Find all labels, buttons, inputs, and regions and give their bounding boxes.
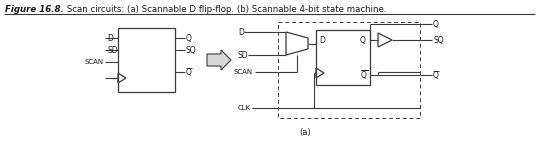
Text: D: D	[319, 36, 325, 44]
Text: $\overline{\rm Q}$: $\overline{\rm Q}$	[360, 68, 368, 81]
Text: Q: Q	[186, 67, 192, 76]
Text: (a): (a)	[299, 127, 311, 136]
Text: Q: Q	[360, 36, 366, 44]
Text: Q: Q	[433, 20, 439, 29]
Text: SCAN: SCAN	[233, 69, 252, 75]
Bar	[278, 22, 420, 118]
Text: SQ: SQ	[186, 45, 197, 54]
Text: SQ: SQ	[433, 36, 444, 44]
Text: Q: Q	[433, 70, 439, 79]
Text: CLK: CLK	[238, 105, 251, 111]
Polygon shape	[207, 50, 231, 70]
Text: SCAN: SCAN	[85, 59, 104, 65]
Bar	[118, 28, 175, 92]
Text: D: D	[107, 34, 113, 42]
Text: SD: SD	[107, 45, 118, 54]
Text: SD: SD	[238, 50, 248, 59]
Text: Q: Q	[186, 34, 192, 42]
Text: D: D	[238, 28, 244, 37]
Bar	[316, 30, 370, 85]
Text: Scan circuits: (a) Scannable D flip-flop. (b) Scannable 4-bit state machine.: Scan circuits: (a) Scannable D flip-flop…	[64, 5, 386, 14]
Text: Figure 16.8.: Figure 16.8.	[5, 5, 64, 14]
